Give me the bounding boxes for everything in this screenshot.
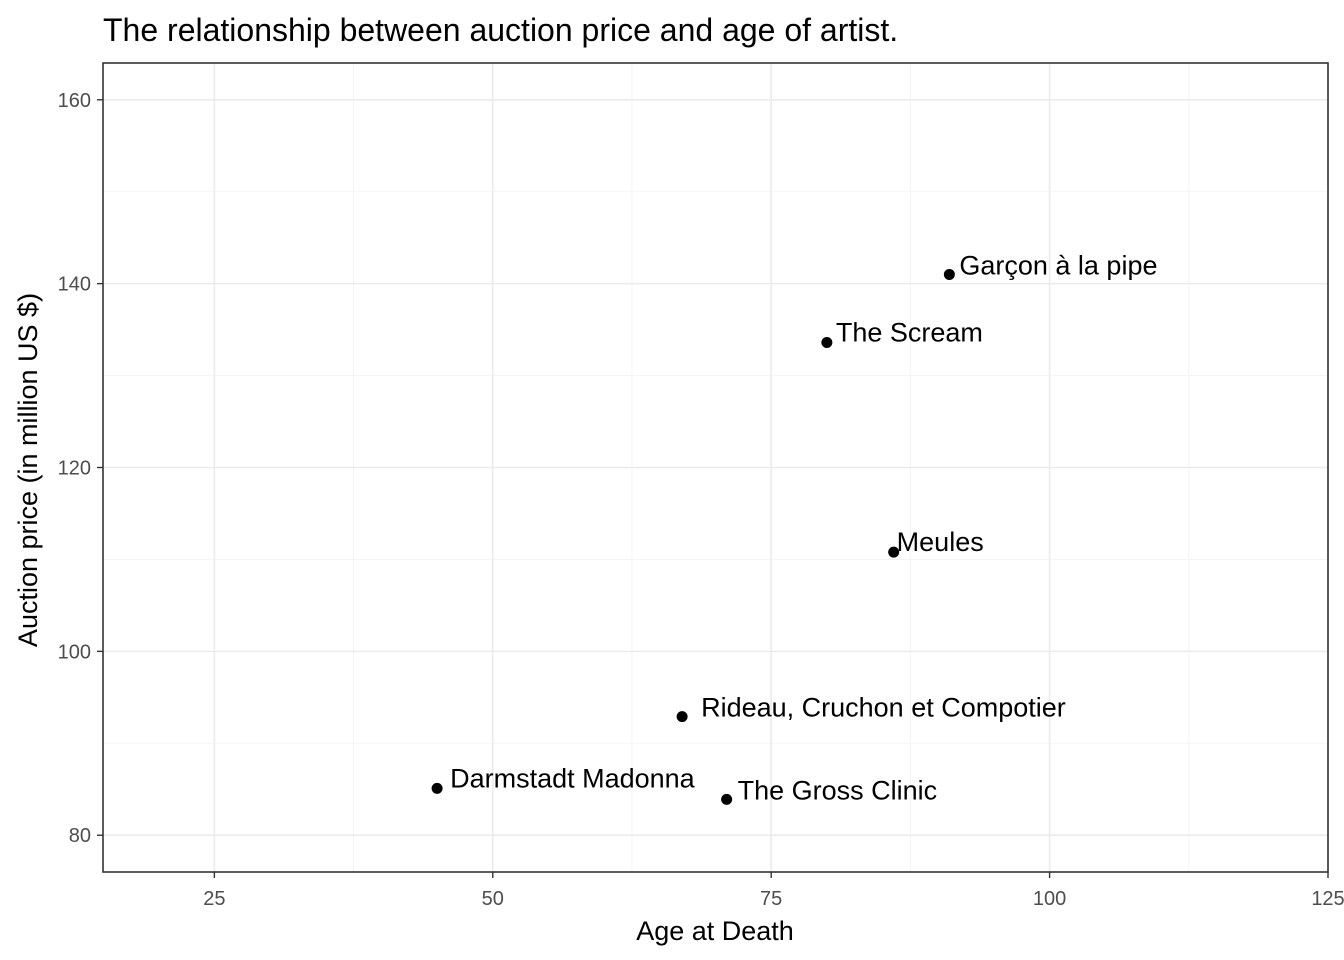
minor-gridlines (103, 63, 1328, 872)
x-axis-title: Age at Death (636, 916, 794, 946)
x-tick-label: 25 (203, 888, 225, 910)
y-axis-title: Auction price (in million US $) (13, 293, 43, 647)
data-point-label: Darmstadt Madonna (450, 763, 696, 793)
y-axis: 80 100 120 140 160 (58, 90, 103, 847)
x-tick-label: 125 (1311, 888, 1344, 910)
data-point (676, 711, 688, 723)
data-point-label: The Scream (836, 317, 983, 347)
x-tick-label: 75 (760, 888, 782, 910)
y-tick-label: 80 (69, 825, 91, 847)
y-tick-label: 100 (58, 641, 91, 663)
y-tick-label: 160 (58, 90, 91, 112)
major-gridlines (103, 63, 1329, 872)
data-point-label: Rideau, Cruchon et Compotier (701, 693, 1066, 723)
data-point (431, 782, 443, 794)
data-point (821, 336, 833, 348)
data-point (721, 793, 733, 805)
data-points (431, 268, 955, 805)
x-tick-label: 100 (1033, 888, 1066, 910)
data-point-labels: Garçon à la pipe The Scream Meules Rideau, … (450, 250, 1157, 805)
data-point (888, 546, 900, 558)
x-axis: 25 50 75 100 125 (203, 872, 1344, 910)
plot-panel: Garçon à la pipe The Scream Meules Rideau, … (102, 62, 1329, 873)
chart-title: The relationship between auction price a… (103, 12, 898, 48)
data-point-label: The Gross Clinic (738, 775, 938, 805)
data-point-label: Garçon à la pipe (959, 250, 1157, 280)
data-point-label: Meules (897, 527, 984, 557)
y-tick-label: 140 (58, 274, 91, 296)
data-point (943, 268, 955, 280)
x-tick-label: 50 (482, 888, 504, 910)
y-tick-label: 120 (58, 458, 91, 480)
